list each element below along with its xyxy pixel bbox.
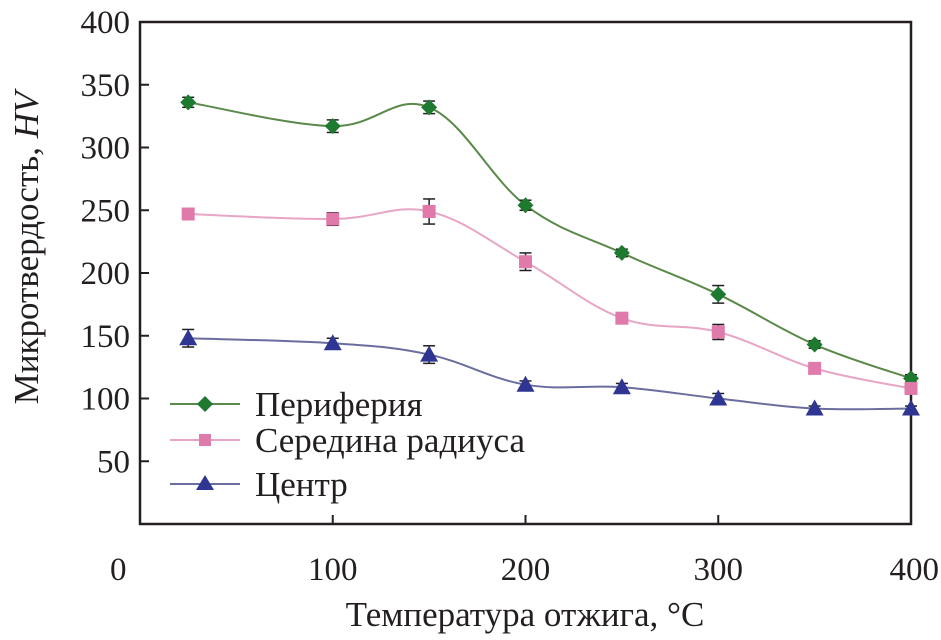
legend-item-1: Середина радиуса bbox=[170, 421, 525, 460]
data-point-1-7 bbox=[904, 381, 918, 395]
y-tick-label-350: 350 bbox=[81, 68, 131, 104]
data-point-2-6 bbox=[805, 399, 824, 416]
series-2 bbox=[179, 328, 920, 416]
y-axis-title: Микротвердость, HV bbox=[7, 88, 46, 404]
legend-label-2: Центр bbox=[255, 465, 348, 504]
data-point-1-4 bbox=[615, 311, 629, 325]
data-point-0-3 bbox=[517, 197, 534, 214]
data-point-0-2 bbox=[421, 99, 438, 116]
data-point-1-2 bbox=[422, 205, 436, 219]
y-axis-title-main: Микротвердость, bbox=[7, 138, 46, 404]
series-line-1 bbox=[188, 208, 912, 390]
legend: Периферия Середина радиуса Центр bbox=[170, 385, 525, 504]
series-line-0 bbox=[188, 101, 912, 380]
y-tick-label-300: 300 bbox=[81, 131, 131, 167]
series-layer bbox=[179, 94, 920, 416]
legend-marker-square bbox=[199, 434, 211, 446]
data-point-2-1 bbox=[323, 334, 342, 351]
data-point-1-3 bbox=[519, 255, 532, 269]
legend-marker-diamond bbox=[197, 396, 213, 412]
y-tick-label-150: 150 bbox=[81, 319, 131, 355]
legend-label-0: Периферия bbox=[255, 385, 423, 424]
y-tick-label-400: 400 bbox=[81, 5, 131, 41]
data-point-1-5 bbox=[711, 325, 725, 339]
data-point-0-6 bbox=[806, 336, 823, 353]
y-tick-label-50: 50 bbox=[97, 444, 130, 480]
legend-label-1: Середина радиуса bbox=[255, 421, 525, 460]
data-point-1-1 bbox=[326, 212, 340, 226]
y-axis-title-unit: HV bbox=[7, 88, 46, 139]
data-point-2-4 bbox=[612, 378, 631, 395]
axis-ticks bbox=[140, 21, 720, 524]
legend-item-0: Периферия bbox=[170, 385, 423, 424]
y-tick-label-200: 200 bbox=[81, 256, 131, 292]
x-axis-title: Температура отжига, °С bbox=[346, 595, 705, 634]
data-point-2-2 bbox=[420, 345, 439, 362]
x-tick-label-100: 100 bbox=[308, 552, 358, 588]
x-tick-label-0: 0 bbox=[110, 552, 127, 588]
legend-marker-triangle bbox=[196, 475, 214, 490]
legend-item-2: Центр bbox=[170, 465, 348, 504]
data-point-0-4 bbox=[613, 244, 630, 261]
data-point-0-1 bbox=[324, 118, 341, 135]
series-0 bbox=[180, 94, 919, 387]
data-point-1-6 bbox=[808, 361, 822, 375]
x-tick-label-300: 300 bbox=[694, 552, 744, 588]
data-point-2-0 bbox=[179, 329, 198, 346]
data-point-2-3 bbox=[516, 375, 535, 392]
data-point-2-5 bbox=[709, 389, 728, 406]
data-point-2-7 bbox=[902, 399, 920, 416]
data-point-0-0 bbox=[180, 94, 197, 111]
axis-tick-labels: 50 100 150 200 250 300 350 400 0 100 200 300 400 bbox=[81, 5, 940, 588]
y-tick-label-100: 100 bbox=[81, 382, 131, 418]
x-tick-label-200: 200 bbox=[501, 552, 551, 588]
y-tick-label-250: 250 bbox=[81, 193, 131, 229]
series-1 bbox=[181, 198, 918, 395]
data-point-0-5 bbox=[710, 286, 727, 303]
x-tick-label-400: 400 bbox=[890, 552, 940, 588]
data-point-1-0 bbox=[181, 207, 195, 221]
